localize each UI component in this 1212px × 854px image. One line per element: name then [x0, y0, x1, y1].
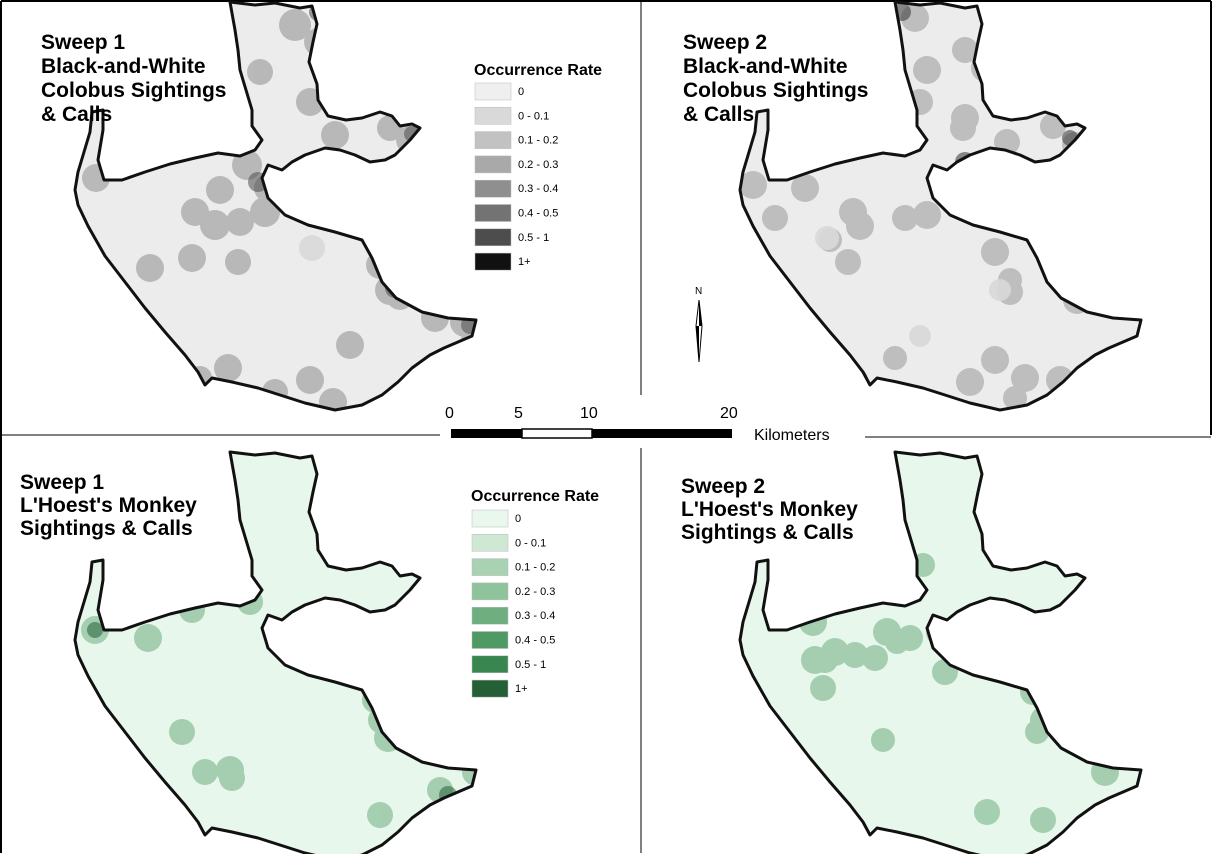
legend-green-swatch-7 — [471, 679, 509, 698]
scale-tick-0: 0 — [445, 405, 454, 422]
legend-green-label-7: 1+ — [515, 683, 528, 695]
legend-gray-label-7: 1+ — [518, 256, 531, 268]
legend-gray-title: Occurrence Rate — [474, 62, 602, 79]
scale-bar: 0 5 10 20 Kilometers — [445, 405, 830, 444]
legend-green-swatch-2 — [471, 558, 509, 576]
legend-green-label-2: 0.1 - 0.2 — [515, 562, 555, 574]
legend-gray: Occurrence Rate 0 0 - 0.1 0.1 - 0.2 0.2 - 0… — [474, 62, 602, 271]
legend-green-label-5: 0.4 - 0.5 — [515, 635, 555, 647]
legend-gray-swatch-7 — [474, 252, 512, 271]
legend-green-label-0: 0 — [515, 513, 521, 525]
legend-gray-label-3: 0.2 - 0.3 — [518, 159, 558, 171]
legend-green-swatch-0 — [471, 509, 509, 528]
scale-tick-5: 5 — [514, 405, 523, 422]
legend-gray-label-1: 0 - 0.1 — [518, 110, 549, 122]
scale-tick-10: 10 — [580, 405, 598, 422]
legend-green-label-1: 0 - 0.1 — [515, 537, 546, 549]
legend-green-title: Occurrence Rate — [471, 488, 599, 505]
north-arrow-label: N — [695, 286, 702, 297]
scale-unit-label: Kilometers — [754, 427, 830, 444]
legend-gray-swatch-0 — [474, 82, 512, 101]
legend-green-items: 0 0 - 0.1 0.1 - 0.2 0.2 - 0.3 0.3 - 0.4 0.4 -… — [471, 509, 555, 698]
legend-gray-label-0: 0 — [518, 86, 524, 98]
legend-green-swatch-3 — [471, 582, 509, 601]
panel-title-top-left: Sweep 1 Black-and-White Colobus Sighting… — [41, 31, 232, 126]
legend-green-swatch-1 — [471, 534, 509, 552]
scale-segment-2 — [521, 428, 593, 439]
north-arrow: N — [695, 286, 703, 363]
north-arrow-icon — [695, 299, 703, 363]
legend-gray-label-6: 0.5 - 1 — [518, 232, 549, 244]
legend-green-swatch-4 — [471, 606, 509, 625]
legend-gray-swatch-2 — [474, 131, 512, 149]
legend-green-label-6: 0.5 - 1 — [515, 659, 546, 671]
legend-gray-swatch-1 — [474, 107, 512, 125]
scale-segment-3 — [592, 429, 732, 438]
panel-title-top-right: Sweep 2 Black-and-White Colobus Sighting… — [683, 31, 874, 126]
legend-green-label-4: 0.3 - 0.4 — [515, 610, 555, 622]
legend-gray-label-4: 0.3 - 0.4 — [518, 183, 558, 195]
scale-tick-20: 20 — [720, 405, 738, 422]
legend-gray-label-2: 0.1 - 0.2 — [518, 135, 558, 147]
legend-gray-swatch-4 — [474, 179, 512, 198]
legend-gray-items: 0 0 - 0.1 0.1 - 0.2 0.2 - 0.3 0.3 - 0.4 0.4 -… — [474, 82, 558, 271]
scale-segment-1 — [451, 429, 522, 438]
legend-green-swatch-5 — [471, 631, 509, 649]
panel-title-bottom-left: Sweep 1 L'Hoest's Monkey Sightings & Cal… — [20, 471, 203, 540]
legend-green-label-3: 0.2 - 0.3 — [515, 586, 555, 598]
legend-gray-swatch-6 — [474, 228, 512, 247]
legend-gray-swatch-5 — [474, 204, 512, 222]
legend-gray-swatch-3 — [474, 155, 512, 174]
panel-title-bottom-right: Sweep 2 L'Hoest's Monkey Sightings & Cal… — [681, 475, 864, 544]
legend-green-swatch-6 — [471, 655, 509, 674]
legend-green: Occurrence Rate 0 0 - 0.1 0.1 - 0.2 0.2 - 0… — [471, 488, 599, 698]
legend-gray-label-5: 0.4 - 0.5 — [518, 208, 558, 220]
